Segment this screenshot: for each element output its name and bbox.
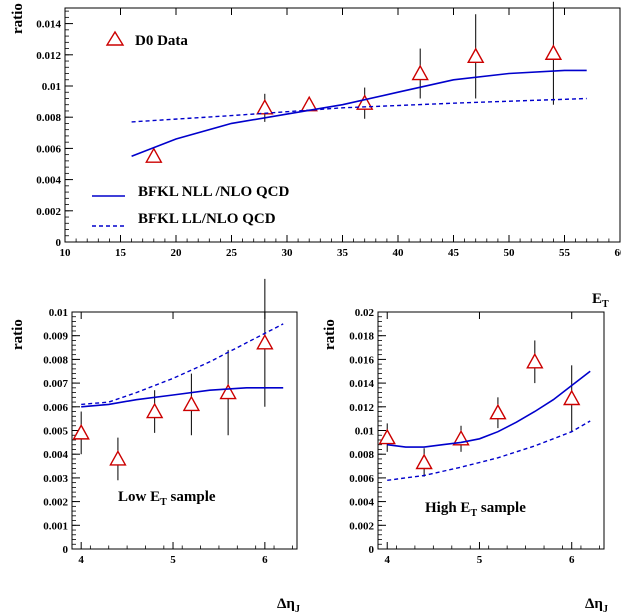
- data-point: [544, 44, 563, 60]
- data-point: [109, 449, 127, 466]
- top-panel-et: 10 15 20 25 30 35 40 45 50 55 60 0 0.002 0.004 0.006 0.…: [36, 1, 621, 259]
- data-point: [467, 47, 485, 64]
- y-tick-label: 0.018: [349, 331, 374, 343]
- x-tick-label: 4: [78, 554, 84, 566]
- legend-bfkl-ll: BFKL LL/NLO QCD: [92, 211, 276, 227]
- y-tick-label: 0.008: [349, 449, 374, 461]
- y-tick-label: 0.004: [36, 175, 61, 187]
- x-tick-label: 4: [384, 554, 390, 566]
- x-tick-label: 40: [393, 247, 405, 259]
- y-tick-label: 0.007: [43, 378, 68, 390]
- y-tick-label: 0.01: [42, 81, 61, 93]
- low-et-panel: 4 5 6 0 0.001 0.002 0.003 0.004 0.005 0.006 0.007 0…: [43, 278, 298, 566]
- data-point: [219, 383, 237, 400]
- data-point: [256, 98, 274, 115]
- x-tick-label: 45: [448, 247, 460, 259]
- data-point: [145, 147, 163, 163]
- y-tick-label: 0.006: [349, 473, 374, 485]
- top-y-axis-label: ratio: [10, 3, 26, 34]
- data-point: [72, 423, 90, 440]
- high-et-sample-label: High ET sample: [425, 500, 526, 519]
- data-point: [415, 453, 433, 470]
- x-tick-label: 6: [569, 554, 575, 566]
- y-tick-label: 0.012: [36, 50, 61, 62]
- y-tick-label: 0.001: [43, 520, 68, 532]
- x-tick-label: 5: [477, 554, 483, 566]
- x-tick-label: 6: [262, 554, 268, 566]
- data-point: [378, 428, 396, 445]
- y-tick-label: 0.002: [43, 497, 68, 509]
- data-point: [256, 333, 274, 350]
- y-tick-label: 0.014: [349, 378, 374, 390]
- x-tick-label: 55: [559, 247, 571, 259]
- legend-d0-data: D0 Data: [105, 30, 188, 49]
- high-x-axis-label: ΔηJ: [585, 596, 608, 615]
- x-tick-label: 50: [504, 247, 516, 259]
- y-tick-label: 0.004: [349, 497, 374, 509]
- bfkl-nll-curve: [81, 386, 284, 408]
- y-tick-label: 0.014: [36, 19, 61, 31]
- bfkl-nll-curve: [131, 69, 587, 157]
- x-tick-label: 15: [115, 247, 127, 259]
- bfkl-ll-curve: [387, 420, 591, 481]
- x-tick-label: 60: [615, 247, 621, 259]
- y-tick-label: 0.005: [43, 426, 68, 438]
- y-tick-label: 0.004: [43, 449, 68, 461]
- x-tick-label: 30: [282, 247, 294, 259]
- y-tick-label: 0.006: [36, 143, 61, 155]
- data-point: [489, 403, 507, 420]
- x-tick-label: 10: [60, 247, 72, 259]
- x-tick-label: 5: [170, 554, 176, 566]
- bfkl-ll-curve: [131, 97, 587, 123]
- legend-label-bfkl-ll: BFKL LL/NLO QCD: [138, 211, 276, 227]
- top-x-axis-label: ET: [592, 291, 609, 310]
- data-point: [526, 352, 544, 369]
- y-tick-label: 0.003: [43, 473, 68, 485]
- data-point: [563, 389, 581, 406]
- y-tick-label: 0: [56, 237, 62, 249]
- high-et-panel: 4 5 6 0 0.002 0.004 0.006 0.008 0.01 0.012 0.014 0.…: [349, 307, 605, 566]
- x-tick-label: 25: [226, 247, 238, 259]
- data-point: [145, 402, 164, 419]
- y-tick-label: 0: [63, 544, 69, 556]
- low-y-axis-label: ratio: [10, 319, 26, 350]
- legend-label-bfkl-nll: BFKL NLL /NLO QCD: [138, 184, 289, 200]
- y-tick-label: 0.02: [355, 307, 375, 319]
- data-point: [411, 64, 429, 81]
- y-tick-label: 0.009: [43, 331, 68, 343]
- bfkl-nll-curve: [387, 370, 591, 448]
- low-et-sample-label: Low ET sample: [118, 489, 216, 508]
- low-x-axis-label: ΔηJ: [277, 596, 300, 615]
- legend-triangle-marker: [105, 30, 125, 46]
- y-tick-label: 0.01: [49, 307, 68, 319]
- data-point: [356, 94, 374, 110]
- high-y-axis-label: ratio: [322, 319, 338, 350]
- y-tick-label: 0.002: [349, 520, 374, 532]
- y-tick-label: 0: [369, 544, 375, 556]
- y-tick-label: 0.01: [355, 426, 374, 438]
- data-point: [182, 395, 201, 412]
- legend-bfkl-nll: BFKL NLL /NLO QCD: [92, 184, 289, 200]
- x-tick-label: 35: [337, 247, 349, 259]
- bfkl-ll-curve: [81, 323, 284, 406]
- y-tick-label: 0.006: [43, 402, 68, 414]
- y-tick-label: 0.016: [349, 354, 374, 366]
- y-tick-label: 0.012: [349, 402, 374, 414]
- legend-label-d0-data: D0 Data: [135, 33, 188, 49]
- y-tick-label: 0.008: [43, 354, 68, 366]
- y-tick-label: 0.002: [36, 206, 61, 218]
- x-tick-label: 20: [171, 247, 183, 259]
- y-tick-label: 0.008: [36, 112, 61, 124]
